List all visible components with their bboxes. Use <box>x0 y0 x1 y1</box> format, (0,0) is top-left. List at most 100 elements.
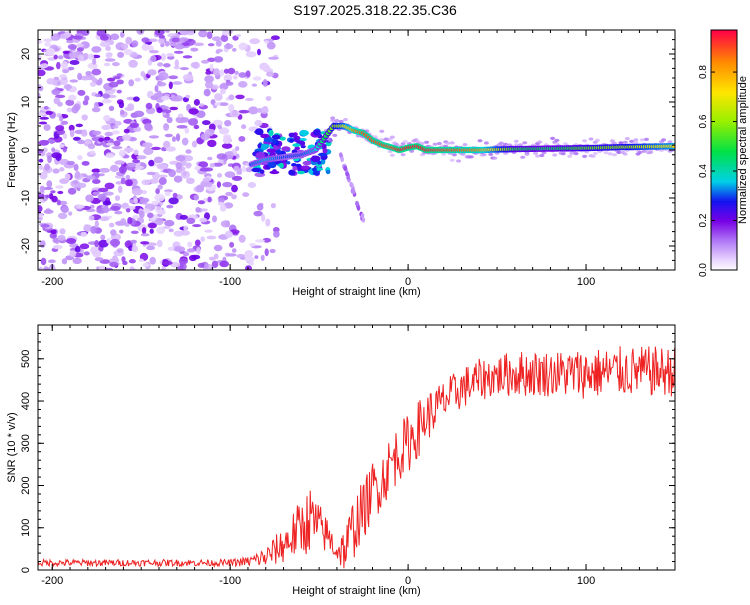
colorbar-cell <box>711 138 737 141</box>
noise-blob <box>129 122 139 128</box>
noise-blob <box>136 30 145 35</box>
ridge-halo <box>483 141 489 145</box>
noise-blob <box>85 175 96 180</box>
colorbar-cell <box>711 30 737 33</box>
noise-blob <box>158 38 165 44</box>
colorbar-cell <box>711 192 737 195</box>
noise-blob <box>201 208 208 212</box>
ridge-halo <box>436 141 442 146</box>
noise-blob <box>51 147 56 152</box>
noise-blob <box>145 102 153 110</box>
noise-blob <box>81 130 88 137</box>
noise-blob <box>224 230 233 238</box>
noise-blob <box>187 241 193 248</box>
noise-blob <box>87 53 95 60</box>
noise-blob <box>228 94 235 101</box>
noise-blob <box>92 130 102 136</box>
noise-blob <box>172 192 178 198</box>
noise-blob <box>185 149 192 154</box>
noise-blob <box>43 267 50 270</box>
colorbar-cell <box>711 110 737 113</box>
noise-blob <box>200 236 205 242</box>
y-tick-label: 0 <box>20 567 32 573</box>
noise-blob <box>46 47 56 56</box>
noise-blob <box>180 170 191 179</box>
noise-blob <box>109 258 120 263</box>
noise-blob <box>114 160 125 165</box>
noise-blob <box>65 99 75 106</box>
noise-blob <box>102 200 112 206</box>
noise-blob <box>139 199 148 203</box>
noise-blob <box>59 228 66 235</box>
ridge-halo <box>618 141 624 145</box>
noise-blob <box>179 214 188 220</box>
noise-blob <box>168 197 179 205</box>
noise-blob <box>109 261 119 268</box>
noise-blob <box>142 227 147 235</box>
noise-blob <box>193 194 199 201</box>
noise-blob <box>254 119 263 127</box>
noise-blob <box>259 106 269 114</box>
colorbar-cell <box>711 120 737 123</box>
colorbar-cell <box>711 218 737 221</box>
cluster-blob <box>312 170 320 176</box>
colorbar-cell <box>711 98 737 101</box>
noise-blob <box>74 245 81 253</box>
noise-blob <box>225 81 234 86</box>
noise-blob <box>270 35 280 40</box>
noise-blob <box>162 112 167 116</box>
noise-blob <box>193 99 200 106</box>
ridge-halo <box>488 152 494 156</box>
noise-blob <box>262 64 271 72</box>
noise-blob <box>68 124 75 132</box>
noise-blob <box>149 50 159 54</box>
noise-blob <box>175 133 181 142</box>
noise-blob <box>199 103 204 107</box>
ridge-halo <box>533 151 538 155</box>
noise-blob <box>43 209 54 214</box>
noise-blob <box>118 165 127 174</box>
noise-blob <box>201 59 210 64</box>
ridge-halo <box>402 140 408 144</box>
colorbar-cell <box>711 94 737 97</box>
noise-blob <box>79 243 90 250</box>
noise-blob <box>205 70 212 75</box>
noise-blob <box>92 179 101 184</box>
noise-blob <box>160 43 165 48</box>
ridge-halo <box>639 138 645 142</box>
noise-blob <box>57 212 68 220</box>
noise-blob <box>156 226 166 235</box>
noise-blob <box>206 235 217 240</box>
colorbar-cell <box>711 202 737 205</box>
noise-blob <box>102 93 110 99</box>
cluster-blob <box>322 148 328 154</box>
noise-blob <box>141 37 150 43</box>
ridge-halo <box>518 143 524 147</box>
noise-blob <box>217 202 225 206</box>
colorbar-cell <box>711 238 737 241</box>
noise-blob <box>220 88 226 95</box>
noise-blob <box>256 203 264 211</box>
cluster-blob <box>268 129 274 136</box>
noise-blob <box>205 81 213 89</box>
noise-blob <box>55 125 65 132</box>
noise-blob <box>109 164 119 172</box>
noise-blob <box>235 146 240 151</box>
noise-blob <box>257 108 262 113</box>
colorbar-cell <box>711 100 737 103</box>
noise-blob <box>164 41 170 47</box>
noise-blob <box>123 147 134 153</box>
snr-frame <box>37 324 676 571</box>
ridge-halo <box>389 135 395 139</box>
noise-blob <box>188 108 199 115</box>
noise-blob <box>188 118 198 126</box>
colorbar-cell <box>711 48 737 51</box>
noise-blob <box>216 153 227 160</box>
colorbar-cell <box>711 102 737 105</box>
noise-blob <box>160 53 167 61</box>
colorbar-tick-label: 0.6 <box>698 114 709 128</box>
noise-blob <box>213 244 223 252</box>
noise-blob <box>171 37 180 43</box>
noise-blob <box>182 55 193 59</box>
noise-blob <box>68 51 80 59</box>
